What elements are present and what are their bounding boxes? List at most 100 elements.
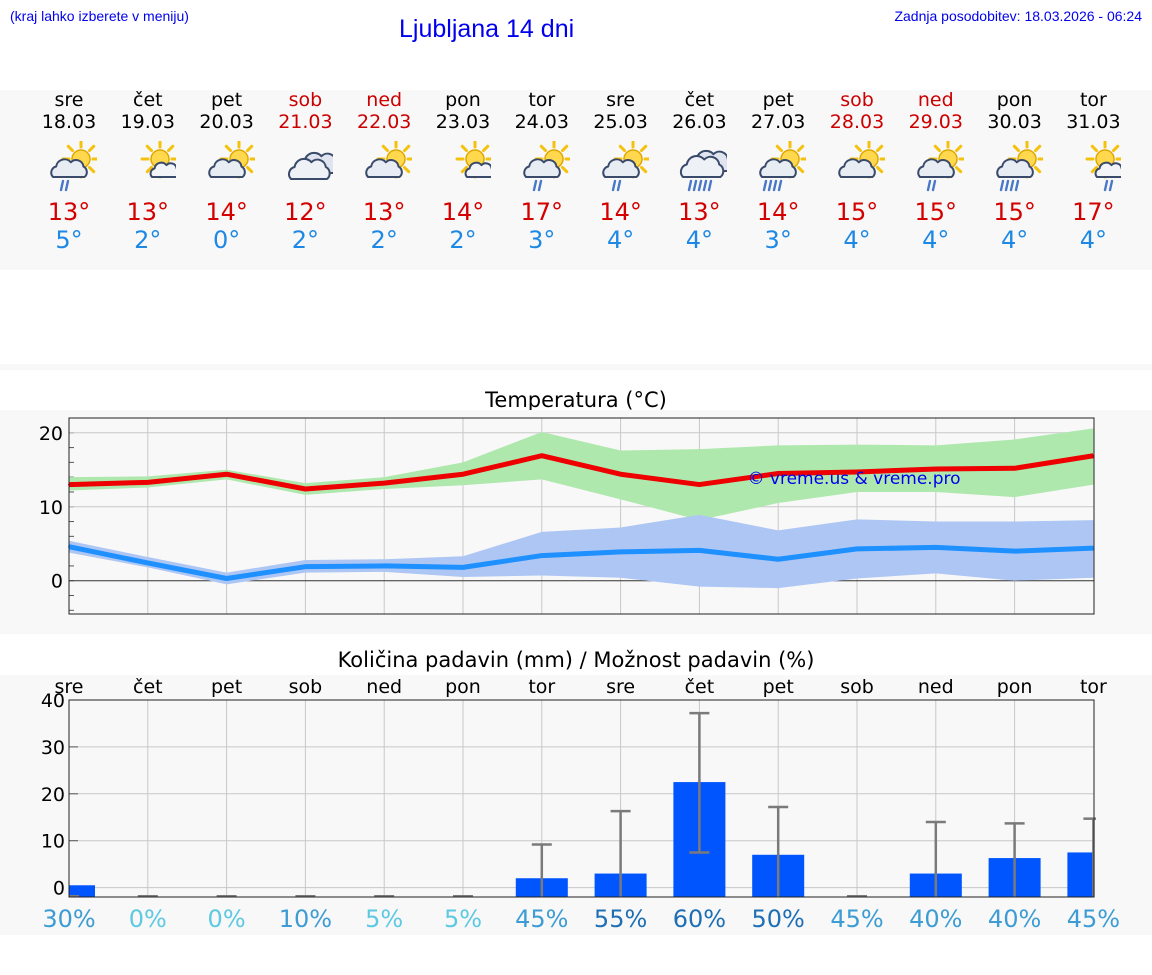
min-point: [225, 577, 228, 580]
plot-frame: [68, 699, 1095, 898]
separator: [0, 364, 1152, 370]
category-label: tor: [528, 676, 555, 698]
max-point: [540, 454, 543, 457]
min-temperature: 2°: [449, 226, 477, 254]
sun-cloud-rain-icon: [738, 141, 818, 195]
day-date: 29.03: [908, 111, 963, 133]
category-label: sre: [606, 676, 635, 698]
sun-cloud-icon: [817, 141, 897, 195]
day-name: sob: [840, 89, 874, 111]
category-label: čet: [685, 676, 715, 698]
day-name: ned: [917, 89, 954, 111]
max-temperature: 15°: [835, 198, 879, 226]
sun-small-cloud-light-rain-icon: [1085, 141, 1122, 192]
day-date: 28.03: [829, 111, 885, 133]
max-point: [777, 472, 780, 475]
min-temperature: 4°: [685, 226, 714, 254]
y-tick-label: 10: [41, 831, 65, 853]
sun-small-cloud-icon: [140, 141, 176, 179]
min-point: [856, 547, 858, 550]
max-temperature: 15°: [993, 198, 1036, 226]
precipitation-chance-label: 45%: [1067, 905, 1120, 933]
max-point: [619, 473, 622, 476]
y-tick-label: 0: [51, 571, 63, 593]
min-temperature: 0°: [212, 226, 241, 254]
max-range-band: [69, 428, 1094, 521]
sun-cloud-light-rain-icon: [581, 141, 661, 195]
max-point: [1013, 467, 1016, 470]
sun-cloud-light-rain-icon: [29, 141, 109, 195]
plot-frame: [68, 417, 1095, 615]
min-temperature: 4°: [606, 226, 635, 254]
min-point: [540, 554, 543, 557]
min-point: [698, 549, 701, 552]
precipitation-chance-label: 45%: [515, 905, 568, 933]
sun-cloud-rain-icon: [759, 141, 807, 192]
min-point: [462, 566, 464, 569]
day-name: pon: [445, 89, 481, 111]
precipitation-chance-label: 60%: [673, 905, 726, 933]
sun-cloud-icon: [187, 141, 267, 195]
sun-cloud-rain-icon: [995, 141, 1043, 192]
temperature-chart: 0 10 20 © vreme.us & vreme.pro: [39, 417, 1095, 615]
precipitation-chance-label: 45%: [830, 905, 883, 933]
precipitation-bar: [69, 885, 95, 897]
max-temperature: 13°: [362, 198, 406, 226]
category-label: ned: [366, 676, 402, 698]
day-date: 24.03: [514, 111, 569, 133]
max-temperature: 13°: [126, 198, 170, 226]
day-date: 26.03: [672, 111, 727, 133]
day-name: sre: [606, 89, 636, 111]
min-temperature: 2°: [370, 226, 398, 254]
y-tick-label: 0: [53, 878, 65, 900]
day-name: pon: [996, 89, 1033, 111]
min-temperature: 4°: [843, 226, 871, 254]
sun-small-cloud-icon: [423, 141, 503, 195]
last-updated: Zadnja posodobitev: 18.03.2026 - 06:24: [894, 8, 1142, 24]
forecast-strip: [0, 90, 1152, 270]
cloudy-icon: [288, 151, 334, 180]
max-point: [225, 473, 228, 476]
day-date: 21.03: [278, 111, 333, 133]
sun-cloud-icon: [365, 141, 413, 179]
min-temperature: 3°: [528, 226, 556, 254]
day-name: tor: [528, 89, 556, 111]
sun-cloud-light-rain-icon: [502, 141, 582, 195]
sun-cloud-icon: [207, 141, 255, 179]
category-label: sob: [840, 676, 874, 698]
precipitation-chance-label: 40%: [909, 905, 962, 933]
precipitation-chance-label: 0%: [208, 905, 246, 933]
max-point: [698, 483, 701, 486]
precipitation-bar: [1067, 852, 1094, 897]
day-name: pet: [762, 89, 794, 111]
max-point: [934, 468, 937, 471]
category-label: pet: [211, 676, 242, 698]
day-date: 27.03: [750, 111, 806, 133]
precipitation-chance-label: 55%: [594, 905, 647, 933]
min-point: [383, 564, 386, 567]
category-label: čet: [133, 676, 163, 698]
category-label: pon: [997, 676, 1033, 698]
max-temperature: 13°: [678, 198, 721, 226]
max-point: [383, 482, 386, 485]
day-name: čet: [133, 89, 163, 111]
day-name: sre: [54, 89, 84, 111]
max-point: [462, 473, 464, 476]
max-temperature: 14°: [756, 198, 800, 226]
min-point: [934, 546, 937, 549]
sun-cloud-light-rain-icon: [523, 141, 570, 192]
day-date: 23.03: [435, 111, 491, 133]
day-date: 19.03: [120, 111, 175, 133]
max-temperature: 14°: [205, 198, 248, 226]
max-temperature: 12°: [284, 198, 327, 226]
location-hint: (kraj lahko izberete v meniju): [10, 8, 189, 24]
sun-cloud-light-rain-icon: [601, 141, 649, 192]
day-name: čet: [684, 89, 715, 111]
precipitation-chance-label: 30%: [42, 905, 95, 933]
sun-small-cloud-icon: [455, 141, 491, 179]
day-date: 30.03: [987, 111, 1042, 133]
category-label: tor: [1080, 676, 1107, 698]
sun-cloud-light-rain-icon: [896, 141, 976, 195]
min-temperature: 4°: [1079, 226, 1108, 254]
